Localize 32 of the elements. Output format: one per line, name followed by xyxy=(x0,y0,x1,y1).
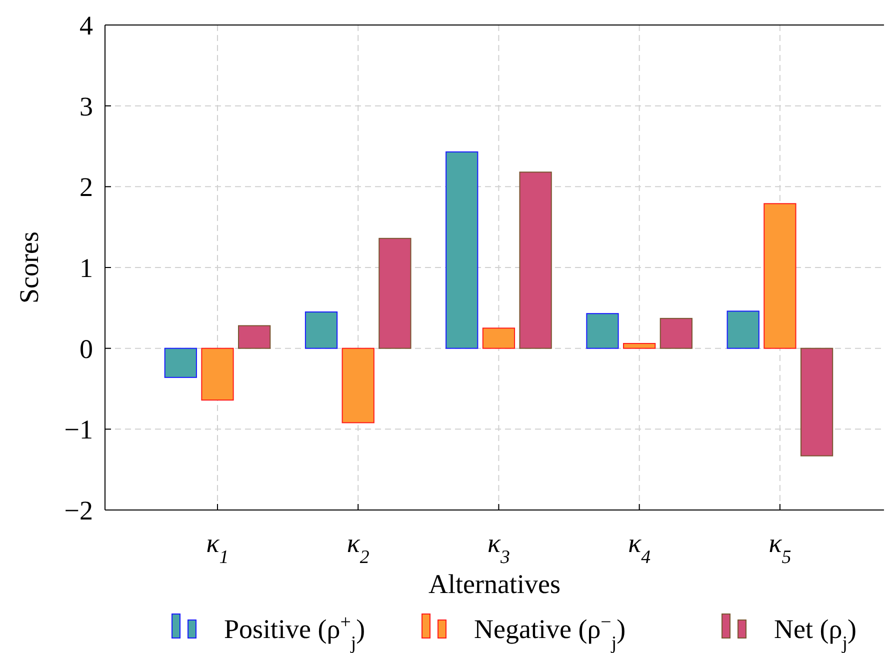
legend-label: Positive (ρ$^{+}$$_{j}$) xyxy=(224,612,366,653)
y-tick-label: 2 xyxy=(80,172,93,202)
y-axis-title: Scores xyxy=(14,232,44,304)
bar xyxy=(764,203,796,349)
x-tick-label: κ$_{4}$ xyxy=(628,528,652,568)
bar xyxy=(586,313,619,349)
bar xyxy=(446,151,478,349)
x-tick-label: κ$_{3}$ xyxy=(488,528,510,568)
bar xyxy=(378,238,412,349)
bar xyxy=(304,311,338,349)
x-axis-title: Alternatives xyxy=(428,569,560,599)
x-tick-label: κ$_{1}$ xyxy=(206,528,229,568)
bar xyxy=(238,325,271,349)
y-tick-label: 1 xyxy=(80,252,93,283)
bar xyxy=(201,348,234,401)
bar xyxy=(660,318,692,349)
y-tick-label: −2 xyxy=(64,495,93,526)
bar xyxy=(800,348,834,456)
x-tick-label: κ$_{2}$ xyxy=(346,528,370,568)
y-tick-label: 3 xyxy=(80,91,93,122)
bar xyxy=(482,328,516,349)
x-tick-label: κ$_{5}$ xyxy=(768,528,792,568)
y-tick-label: 0 xyxy=(80,334,93,364)
bar xyxy=(726,310,760,349)
legend-label: Net (ρ$_{j}$) xyxy=(774,614,856,653)
bar xyxy=(519,172,552,349)
bar xyxy=(164,348,197,378)
bar xyxy=(342,348,374,424)
bar xyxy=(623,342,656,349)
y-tick-label: −1 xyxy=(64,414,93,445)
legend-label: Negative (ρ$^{−}$$_{j}$) xyxy=(474,612,626,653)
y-tick-label: 4 xyxy=(80,10,94,40)
